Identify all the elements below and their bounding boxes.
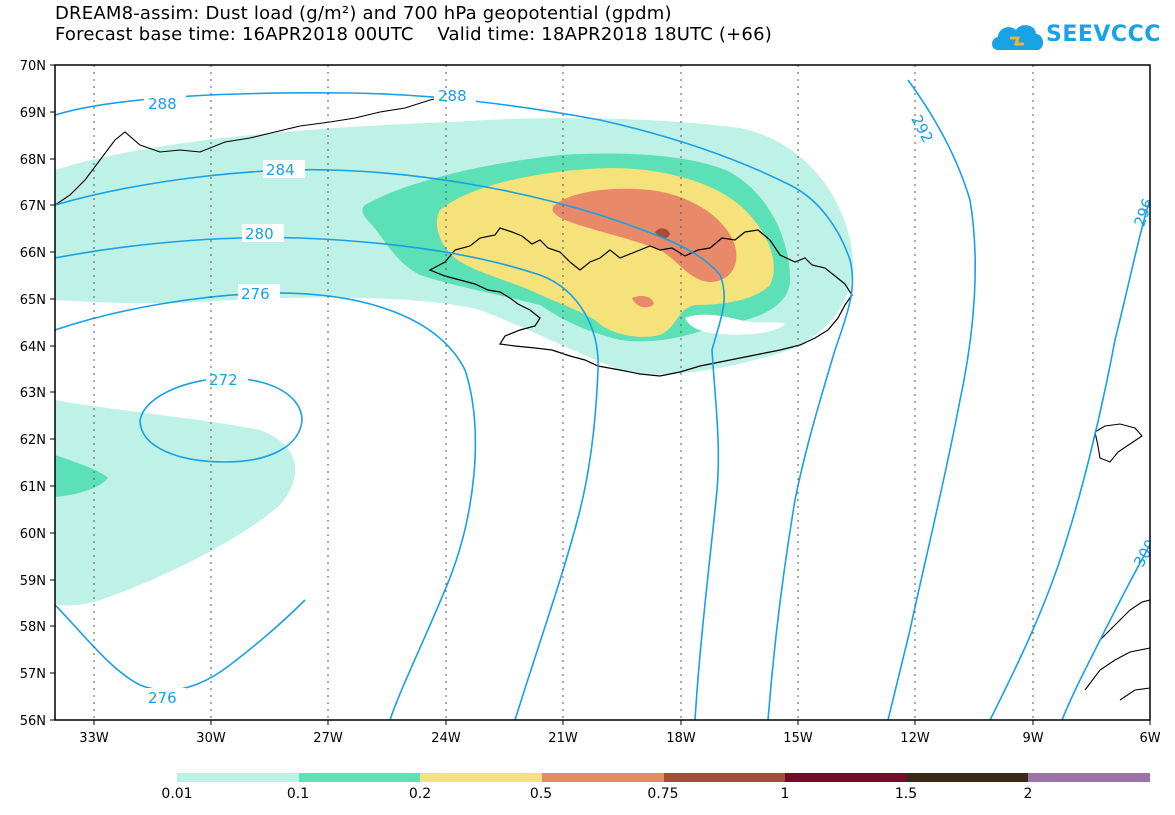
scotland-coastline xyxy=(1084,599,1150,701)
colorbar-segment xyxy=(663,773,786,782)
greenland-coastline xyxy=(55,95,449,206)
colorbar-segment xyxy=(906,773,1029,782)
faroe-coastline xyxy=(1094,423,1143,463)
lat-label: 59N xyxy=(20,574,46,589)
contour-label: 272 xyxy=(209,371,238,389)
contour-label: 280 xyxy=(245,225,274,243)
lat-label: 68N xyxy=(20,153,46,168)
lat-label: 58N xyxy=(20,620,46,635)
colorbar-label: 0.2 xyxy=(408,786,432,802)
lon-label: 27W xyxy=(313,731,343,746)
colorbar-label: 0.1 xyxy=(286,786,310,802)
contour-label: 300 xyxy=(1130,536,1160,570)
lat-label: 70N xyxy=(20,59,46,74)
lon-label: 30W xyxy=(196,731,226,746)
contour-label: 276 xyxy=(148,689,177,707)
colorbar-segment xyxy=(420,773,542,782)
colorbar-label: 0.01 xyxy=(161,786,193,802)
lon-label: 15W xyxy=(783,731,813,746)
logo-text: SEEVCCC xyxy=(1046,22,1161,47)
lon-label: 18W xyxy=(666,731,696,746)
lat-label: 65N xyxy=(20,293,46,308)
lat-label: 66N xyxy=(20,246,46,261)
lon-label: 6W xyxy=(1139,731,1160,746)
iceland-coastline xyxy=(428,227,853,377)
lon-label: 24W xyxy=(431,731,461,746)
lat-label: 64N xyxy=(20,340,46,355)
contour-label: 284 xyxy=(266,161,295,179)
longitude-labels: 33W 30W 27W 24W 21W 18W 15W 12W 9W 6W xyxy=(79,731,1160,746)
lat-label: 67N xyxy=(20,199,46,214)
lat-label: 57N xyxy=(20,667,46,682)
contour-label: 288 xyxy=(438,87,467,105)
colorbar-segment xyxy=(177,773,299,782)
dust-region-0.5 xyxy=(552,188,737,308)
map-subtitle: Forecast base time: 16APR2018 00UTC Vali… xyxy=(55,24,772,45)
contour-label: 288 xyxy=(148,95,177,113)
seevccc-logo: SEEVCCC xyxy=(988,18,1160,60)
map-title: DREAM8-assim: Dust load (g/m²) and 700 h… xyxy=(55,3,672,24)
lat-label: 62N xyxy=(20,433,46,448)
latitude-labels: 70N 69N 68N 67N 66N 65N 64N 63N 62N 61N … xyxy=(20,59,46,729)
contour-label: 296 xyxy=(1130,196,1157,229)
colorbar-segment xyxy=(298,773,421,782)
lat-label: 61N xyxy=(20,480,46,495)
lon-label: 33W xyxy=(79,731,109,746)
colorbar-label: 1 xyxy=(780,786,790,802)
lon-label: 21W xyxy=(548,731,578,746)
colorbar-segment xyxy=(541,773,664,782)
colorbar-label: 2 xyxy=(1023,786,1033,802)
lat-label: 56N xyxy=(20,714,46,729)
lat-label: 60N xyxy=(20,527,46,542)
colorbar-label: 0.5 xyxy=(529,786,553,802)
colorbar-label: 1.5 xyxy=(894,786,918,802)
lon-label: 12W xyxy=(900,731,930,746)
colorbar xyxy=(177,773,1150,782)
colorbar-segment xyxy=(1028,773,1150,782)
lon-label: 9W xyxy=(1022,731,1043,746)
lat-label: 69N xyxy=(20,106,46,121)
colorbar-segment xyxy=(785,773,907,782)
contour-label: 276 xyxy=(241,285,270,303)
cloud-logo-icon xyxy=(992,25,1044,50)
lat-label: 63N xyxy=(20,386,46,401)
colorbar-label: 0.75 xyxy=(647,786,679,802)
